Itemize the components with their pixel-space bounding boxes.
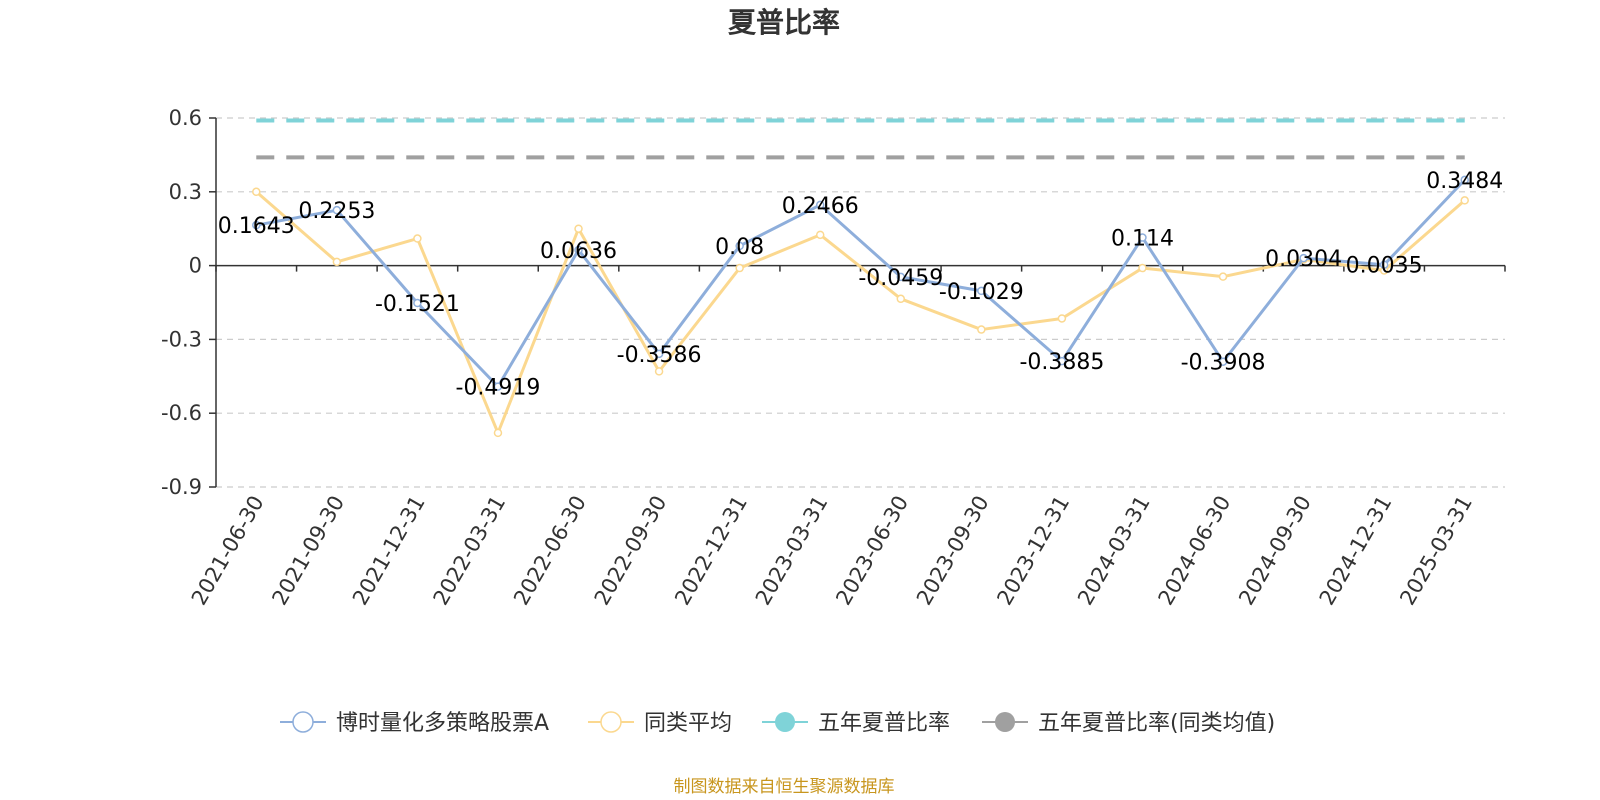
data-point: [1057, 356, 1067, 366]
data-point: [1460, 196, 1469, 205]
data-label: -0.3586: [617, 343, 702, 368]
legend-label: 五年夏普比率: [818, 711, 950, 736]
y-tick-label: -0.3: [161, 327, 202, 351]
data-point: [815, 200, 825, 210]
x-tick-label: 2023-09-30: [912, 492, 994, 610]
x-tick-label: 2025-03-31: [1395, 492, 1477, 610]
legend-item: 五年夏普比率: [762, 711, 950, 736]
legend-item: 同类平均: [588, 711, 732, 736]
y-tick-label: -0.6: [161, 401, 202, 425]
y-tick-label: 0.3: [169, 180, 202, 204]
data-point: [332, 205, 342, 215]
legend-marker: [292, 711, 314, 733]
chart-title: 夏普比率: [728, 6, 840, 39]
x-tick-label: 2024-03-31: [1073, 492, 1155, 610]
data-point: [493, 382, 503, 391]
data-point: [1138, 263, 1147, 273]
x-tick-label: 2022-06-30: [509, 492, 591, 610]
legend-label: 博时量化多策略股票A: [336, 711, 549, 736]
legend-label: 五年夏普比率(同类均值): [1038, 711, 1275, 736]
x-tick-label: 2023-03-31: [751, 492, 833, 610]
grid-lines: [216, 117, 1505, 488]
data-point: [252, 187, 261, 197]
data-point: [1218, 272, 1228, 281]
data-point: [977, 286, 986, 296]
x-tick-label: 2024-06-30: [1154, 492, 1236, 610]
data-point: [1379, 260, 1389, 269]
legend-label: 同类平均: [644, 711, 732, 736]
data-point: [896, 272, 906, 282]
data-label: 0.08: [715, 235, 764, 260]
x-tick-label: 2021-06-30: [187, 492, 269, 610]
data-label: -0.1029: [939, 280, 1024, 305]
data-label: 0.0304: [1265, 247, 1342, 272]
legend-marker: [995, 712, 1015, 732]
data-label: 0.0636: [540, 239, 617, 264]
x-tick-label: 2022-09-30: [590, 492, 672, 610]
source-note: 制图数据来自恒生聚源数据库: [674, 777, 895, 797]
data-label: -0.3885: [1019, 350, 1104, 375]
data-point: [1057, 314, 1067, 323]
data-point: [413, 234, 422, 243]
data-point: [654, 349, 664, 359]
data-point: [654, 367, 664, 376]
data-point: [332, 257, 342, 267]
data-label: 0.3484: [1426, 169, 1503, 194]
series-lines: [252, 175, 1469, 438]
x-tick-label: 2023-06-30: [831, 492, 913, 610]
data-label: 0.0035: [1346, 254, 1423, 279]
data-label: 0.114: [1111, 227, 1174, 252]
y-tick-label: -0.9: [161, 475, 202, 499]
data-point: [735, 241, 744, 251]
data-label: -0.3908: [1181, 351, 1266, 376]
x-tick-label: 2021-12-31: [348, 492, 430, 610]
legend-marker: [775, 712, 795, 732]
x-tick-label: 2023-12-31: [992, 492, 1074, 610]
data-point: [574, 224, 583, 233]
data-label: -0.0459: [858, 266, 943, 291]
data-point: [815, 230, 825, 240]
data-point: [493, 428, 503, 438]
x-tick-label: 2024-12-31: [1315, 492, 1397, 610]
x-tick-label: 2021-09-30: [267, 492, 349, 610]
reference-lines: [256, 118, 1465, 160]
data-point: [735, 263, 744, 273]
series-line: [256, 178, 1466, 389]
x-tick-label: 2022-03-31: [428, 492, 510, 610]
y-tick-label: 0.6: [169, 106, 202, 130]
data-point: [1218, 357, 1228, 366]
axes: 0.60.30-0.3-0.6-0.92021-06-302021-09-302…: [161, 106, 1506, 610]
data-point: [252, 220, 261, 230]
data-label: 0.2253: [298, 199, 375, 224]
data-point: [413, 298, 422, 308]
data-point: [1299, 253, 1308, 263]
data-point: [1460, 175, 1469, 185]
legend-item: 博时量化多策略股票A: [280, 711, 549, 736]
data-point: [896, 294, 906, 304]
data-point: [977, 325, 986, 334]
data-point: [1138, 233, 1147, 242]
x-tick-label: 2022-12-31: [670, 492, 752, 610]
legend-marker: [600, 711, 622, 733]
data-label: -0.4919: [456, 376, 541, 401]
y-tick-label: 0: [189, 254, 202, 278]
data-label: -0.1521: [375, 292, 460, 317]
legend: 博时量化多策略股票A 同类平均 五年夏普比率 五年夏普比率(同类均值): [280, 711, 1275, 736]
x-tick-label: 2024-09-30: [1234, 492, 1316, 610]
series-line: [255, 190, 1466, 435]
data-label: 0.2466: [782, 194, 859, 219]
data-point: [574, 245, 583, 255]
legend-item: 五年夏普比率(同类均值): [982, 711, 1275, 736]
data-label: 0.1643: [218, 214, 295, 239]
